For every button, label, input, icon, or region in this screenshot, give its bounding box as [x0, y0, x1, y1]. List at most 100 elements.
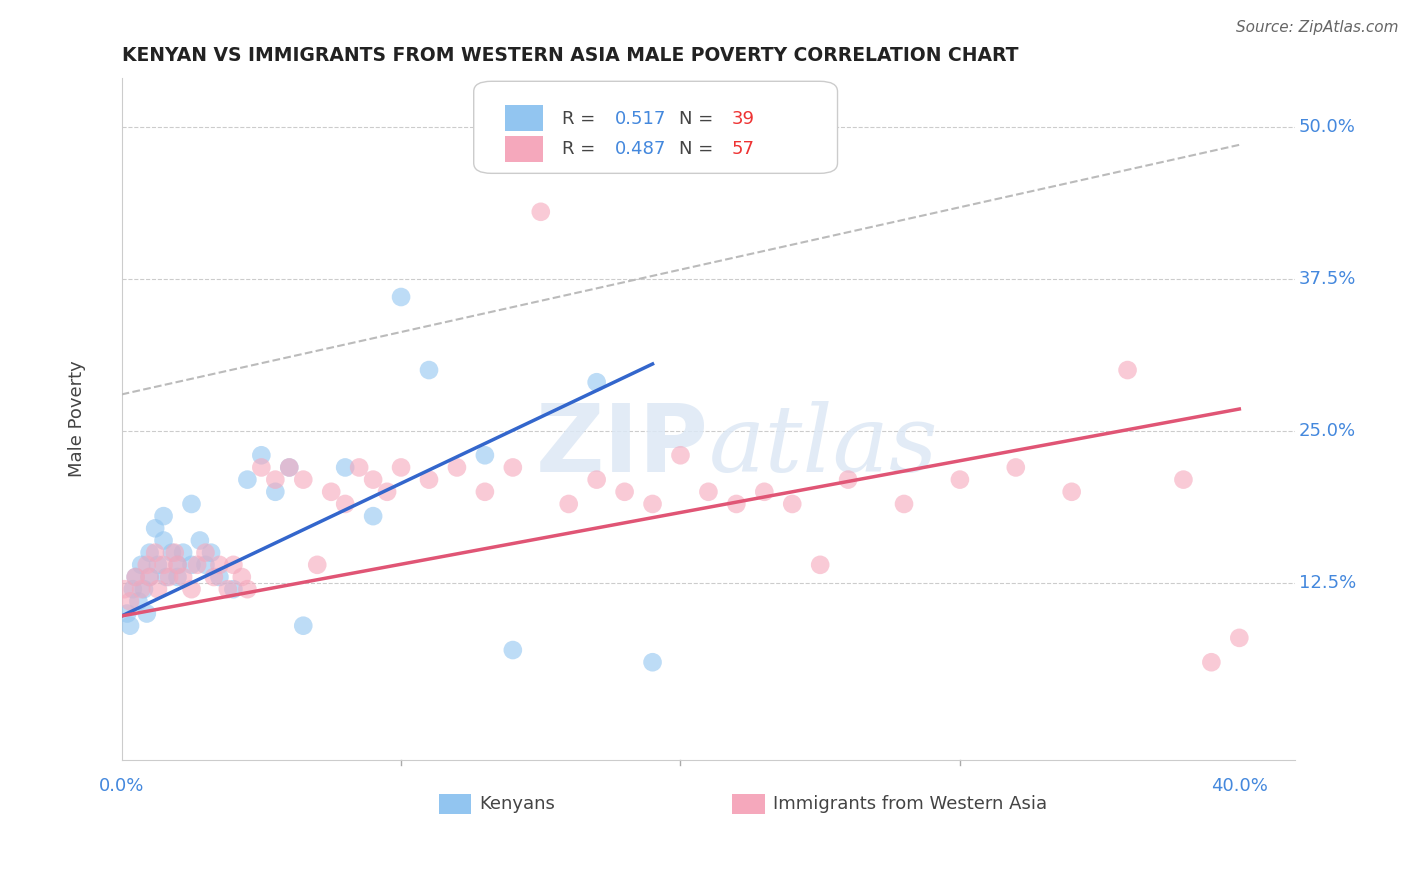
- Point: [155, 570, 177, 584]
- Point: [135, 558, 157, 572]
- Bar: [505, 136, 543, 161]
- Point: [138, 570, 160, 584]
- Point: [188, 533, 211, 548]
- Point: [335, 460, 357, 475]
- Point: [754, 484, 776, 499]
- Text: 37.5%: 37.5%: [1299, 269, 1357, 288]
- Point: [613, 484, 636, 499]
- Point: [250, 448, 273, 462]
- Point: [202, 570, 225, 584]
- Text: 40.0%: 40.0%: [1211, 777, 1268, 795]
- Point: [446, 460, 468, 475]
- Text: Source: ZipAtlas.com: Source: ZipAtlas.com: [1236, 20, 1399, 35]
- Point: [335, 497, 357, 511]
- Point: [132, 582, 155, 597]
- Point: [118, 618, 141, 632]
- Point: [166, 558, 188, 572]
- Point: [222, 582, 245, 597]
- Point: [208, 570, 231, 584]
- Point: [208, 558, 231, 572]
- Point: [585, 376, 607, 390]
- Bar: [733, 794, 765, 814]
- Point: [1116, 363, 1139, 377]
- Point: [502, 643, 524, 657]
- Point: [152, 533, 174, 548]
- Text: Male Poverty: Male Poverty: [67, 360, 86, 477]
- Text: KENYAN VS IMMIGRANTS FROM WESTERN ASIA MALE POVERTY CORRELATION CHART: KENYAN VS IMMIGRANTS FROM WESTERN ASIA M…: [122, 46, 1018, 65]
- Point: [1227, 631, 1250, 645]
- Point: [321, 484, 343, 499]
- Point: [264, 473, 287, 487]
- Text: 25.0%: 25.0%: [1299, 422, 1355, 440]
- Point: [124, 570, 146, 584]
- Point: [180, 497, 202, 511]
- Text: 0.0%: 0.0%: [98, 777, 145, 795]
- Text: 12.5%: 12.5%: [1299, 574, 1355, 592]
- Point: [186, 558, 208, 572]
- Point: [157, 570, 180, 584]
- Text: 57: 57: [733, 140, 755, 159]
- Point: [347, 460, 370, 475]
- Point: [669, 448, 692, 462]
- Text: ZIP: ZIP: [536, 400, 709, 492]
- Point: [389, 290, 412, 304]
- Text: 39: 39: [733, 110, 755, 128]
- Text: 0.517: 0.517: [614, 110, 666, 128]
- Point: [264, 484, 287, 499]
- Point: [236, 582, 259, 597]
- Point: [250, 460, 273, 475]
- Point: [127, 594, 149, 608]
- Point: [292, 618, 315, 632]
- Point: [114, 582, 136, 597]
- Point: [361, 473, 384, 487]
- Point: [200, 546, 222, 560]
- Point: [121, 582, 143, 597]
- FancyBboxPatch shape: [474, 81, 838, 173]
- Point: [585, 473, 607, 487]
- Point: [194, 558, 217, 572]
- Point: [152, 509, 174, 524]
- Point: [641, 655, 664, 669]
- Point: [180, 582, 202, 597]
- Text: 0.487: 0.487: [614, 140, 666, 159]
- Point: [893, 497, 915, 511]
- Point: [292, 473, 315, 487]
- Point: [557, 497, 579, 511]
- Point: [808, 558, 831, 572]
- Text: R =: R =: [562, 140, 600, 159]
- Point: [217, 582, 239, 597]
- Text: Kenyans: Kenyans: [479, 795, 555, 813]
- Point: [180, 558, 202, 572]
- Point: [160, 546, 183, 560]
- Point: [418, 363, 440, 377]
- Point: [307, 558, 329, 572]
- Point: [118, 594, 141, 608]
- Bar: [505, 105, 543, 131]
- Point: [166, 558, 188, 572]
- Point: [474, 484, 496, 499]
- Point: [135, 607, 157, 621]
- Text: N =: N =: [679, 140, 718, 159]
- Point: [278, 460, 301, 475]
- Point: [143, 546, 166, 560]
- Text: Immigrants from Western Asia: Immigrants from Western Asia: [773, 795, 1047, 813]
- Point: [146, 558, 169, 572]
- Point: [361, 509, 384, 524]
- Point: [143, 521, 166, 535]
- Point: [725, 497, 748, 511]
- Point: [474, 448, 496, 462]
- Text: N =: N =: [679, 110, 718, 128]
- Point: [949, 473, 972, 487]
- Text: 50.0%: 50.0%: [1299, 118, 1355, 136]
- Point: [172, 570, 194, 584]
- Point: [231, 570, 253, 584]
- Point: [1004, 460, 1026, 475]
- Point: [375, 484, 398, 499]
- Point: [115, 607, 138, 621]
- Point: [837, 473, 859, 487]
- Point: [152, 558, 174, 572]
- Point: [1201, 655, 1223, 669]
- Point: [129, 558, 152, 572]
- Point: [194, 546, 217, 560]
- Point: [172, 546, 194, 560]
